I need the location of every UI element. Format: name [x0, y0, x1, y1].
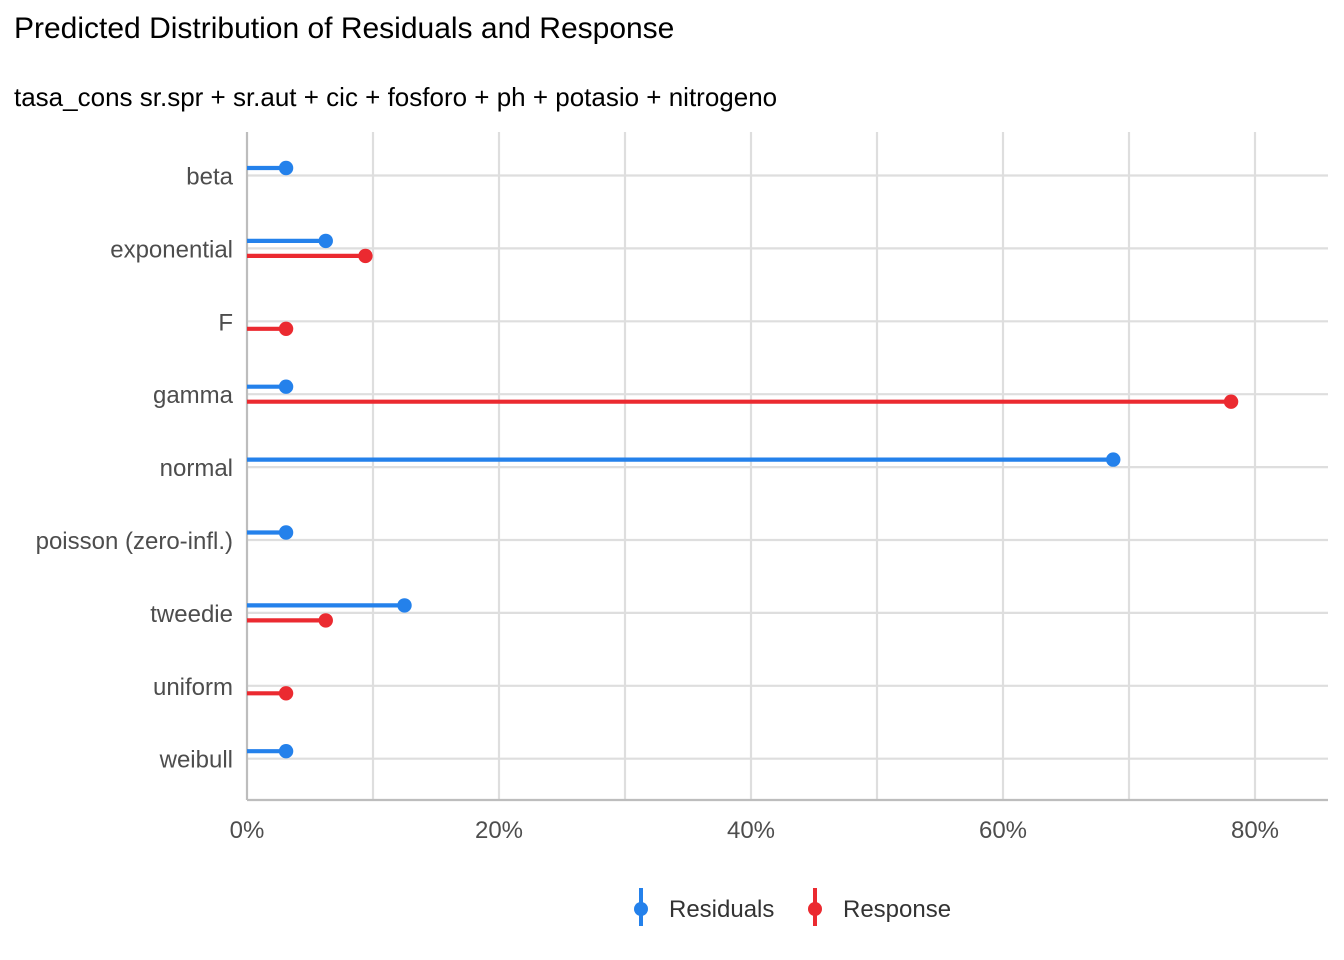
residuals-point [278, 744, 294, 759]
y-category-label: F [218, 309, 233, 336]
legend: Residuals Response [634, 888, 951, 926]
legend-response-key-dot [808, 902, 822, 916]
x-tick-label: 80% [1231, 817, 1279, 844]
residuals-point [397, 598, 412, 613]
response-point [1223, 394, 1239, 409]
y-category-label: exponential [110, 236, 233, 263]
x-tick-label: 60% [979, 817, 1027, 844]
x-tick-label: 0% [230, 817, 265, 844]
y-category-label: gamma [153, 382, 234, 409]
residuals-point [1106, 452, 1121, 467]
residuals-point [318, 233, 333, 249]
response-point [358, 248, 373, 264]
legend-response-label: Response [843, 896, 951, 923]
residuals-point [278, 525, 294, 540]
legend-residuals-key-dot [634, 902, 648, 916]
residuals-point [278, 379, 294, 394]
y-category-label: tweedie [150, 601, 233, 628]
y-category-label: beta [186, 164, 233, 191]
chart-title: Predicted Distribution of Residuals and … [14, 12, 674, 45]
legend-residuals-label: Residuals [669, 896, 774, 923]
residuals-point [278, 160, 294, 176]
y-category-label: uniform [153, 674, 233, 701]
response-point [318, 613, 333, 628]
x-tick-label: 20% [475, 817, 523, 844]
x-tick-label: 40% [727, 817, 775, 844]
y-category-label: normal [160, 455, 233, 482]
chart-subtitle: tasa_cons sr.spr + sr.aut + cic + fosfor… [14, 82, 777, 112]
grid [247, 132, 1328, 800]
axes [245, 132, 1328, 802]
response-point [278, 321, 294, 336]
legend-item-response[interactable]: Response [808, 888, 951, 926]
y-category-label: weibull [159, 747, 233, 774]
response-point [278, 686, 294, 701]
legend-item-residuals[interactable]: Residuals [634, 888, 774, 926]
data-marks [247, 160, 1239, 759]
y-category-label: poisson (zero-infl.) [36, 528, 233, 555]
